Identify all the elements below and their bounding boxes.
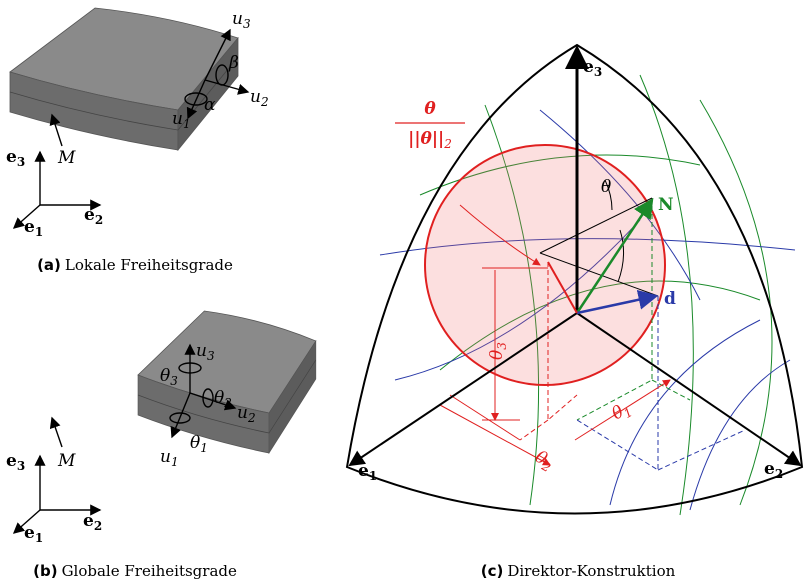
- caption: (c) Direktor-Konstruktion: [481, 562, 676, 580]
- label: e3: [6, 451, 25, 473]
- fraction-numerator: θ: [424, 99, 436, 119]
- label: e3: [6, 147, 25, 169]
- panel-a: u3 β u2 α u1 M e3 e2 e1 (a) Lokale Freih…: [6, 8, 269, 274]
- label: u2: [250, 87, 269, 109]
- label: e2: [764, 459, 783, 481]
- label: β: [228, 53, 239, 73]
- label: N: [658, 195, 674, 215]
- figure: u3 β u2 α u1 M e3 e2 e1 (a) Lokale Freih…: [0, 0, 811, 583]
- shell: [10, 8, 238, 150]
- label: d: [664, 289, 676, 309]
- label: θ: [601, 177, 611, 197]
- label: e1: [24, 217, 43, 239]
- label: e2: [83, 511, 102, 533]
- label: u3: [232, 9, 251, 31]
- panel-c: e3 e1 e2 N d θ θ3 θ2 θ1 θ ||θ||2 (c) Dir…: [347, 45, 802, 580]
- label: M: [57, 451, 76, 471]
- label: u1: [160, 447, 179, 469]
- label: e1: [358, 461, 377, 483]
- label: θ1: [609, 398, 635, 426]
- fraction-denominator: ||θ||2: [408, 129, 452, 151]
- label: M: [57, 148, 76, 168]
- caption: (b) Globale Freiheitsgrade: [33, 562, 237, 580]
- caption: (a) Lokale Freiheitsgrade: [37, 256, 233, 274]
- label: e2: [84, 205, 103, 227]
- label: α: [204, 95, 216, 115]
- panel-b: u3 θ3 θ2 u2 θ1 u1 M e3 e2 e1 (b) Globale…: [6, 311, 316, 580]
- label: e1: [24, 523, 43, 545]
